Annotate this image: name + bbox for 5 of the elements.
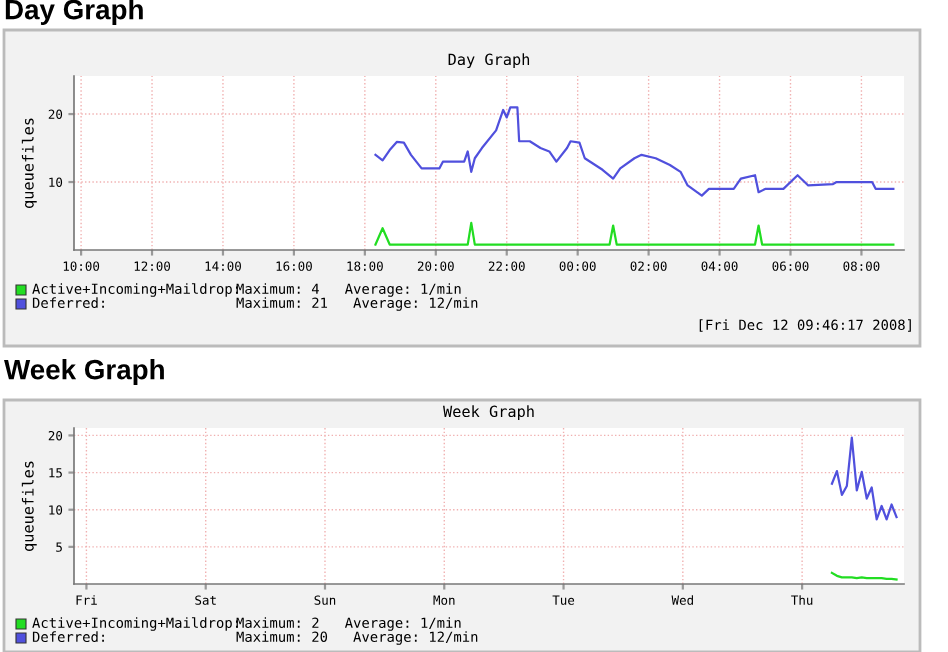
- chart-title: Week Graph: [4, 359, 164, 385]
- line-series: [374, 221, 895, 246]
- chart-title: Day Graph: [5, 0, 143, 25]
- line-series: [830, 436, 898, 521]
- line-series: [374, 106, 895, 197]
